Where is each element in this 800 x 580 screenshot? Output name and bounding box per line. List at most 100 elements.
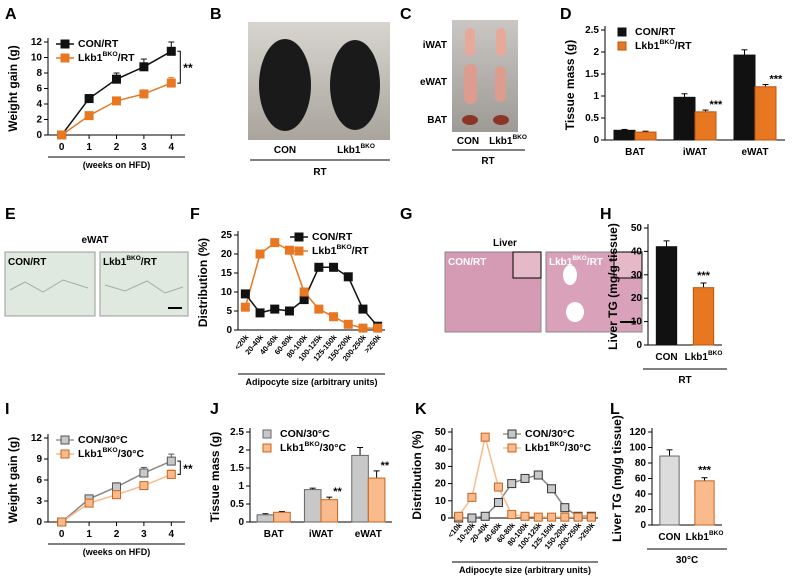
significance: *** (698, 465, 712, 477)
y-tick-label: 20 (435, 478, 447, 489)
panel-letter: C (400, 6, 412, 23)
panel-letter: D (560, 6, 572, 23)
marker (560, 503, 570, 513)
y-tick-label: 2 (593, 47, 599, 58)
marker (299, 295, 309, 305)
legend-marker (262, 429, 272, 439)
panel-letter: I (5, 401, 9, 418)
marker (314, 304, 324, 314)
marker (139, 89, 149, 99)
panel-letter: J (210, 401, 219, 418)
legend-marker (294, 232, 304, 242)
significance: *** (697, 270, 711, 282)
marker (166, 456, 176, 466)
y-axis-label: Liver TG (mg/g tissue) (610, 415, 624, 542)
y-axis-label: Distribution (%) (410, 430, 424, 519)
panel-letter: B (210, 6, 222, 23)
photo-label: Lkb1BKO/RT (549, 255, 603, 267)
legend-label: Lkb1BKO/RT (312, 244, 369, 256)
y-tick-label: 0 (36, 130, 42, 141)
mouse (330, 40, 380, 130)
legend-marker (60, 435, 70, 445)
bar (655, 246, 678, 346)
photo-label: BAT (427, 115, 447, 126)
panel-letter: E (5, 206, 16, 223)
marker (373, 323, 383, 333)
photo-label: Lkb1BKO/RT (103, 255, 157, 267)
y-tick-label: 4 (36, 99, 42, 110)
y-tick-label: 2.5 (230, 427, 244, 438)
marker (112, 482, 121, 492)
y-tick-label: 20 (631, 293, 643, 304)
significance: ** (333, 486, 342, 498)
marker (240, 289, 250, 299)
marker (112, 96, 121, 106)
vessel (563, 265, 577, 285)
marker (112, 74, 121, 84)
legend-marker (294, 246, 304, 256)
line (61, 82, 172, 136)
marker (358, 323, 368, 333)
marker (586, 512, 596, 522)
significance: *** (770, 73, 784, 85)
x-tick-label: Lkb1BKO (686, 530, 724, 542)
photo-label: Lkb1BKO (489, 134, 527, 146)
marker (240, 302, 250, 312)
inset (613, 251, 643, 279)
marker (507, 510, 517, 520)
significance: ** (381, 460, 390, 472)
y-tick-label: 0 (226, 325, 232, 336)
legend-marker (60, 449, 70, 459)
marker (329, 312, 339, 322)
y-tick-label: 1.5 (585, 69, 599, 80)
group-label: 30°C (676, 555, 698, 566)
marker (560, 512, 570, 522)
x-tick-label: 1 (86, 529, 92, 540)
marker (493, 498, 503, 508)
legend-label: CON/RT (78, 38, 119, 50)
line (244, 241, 378, 329)
y-tick-label: 5 (226, 306, 232, 317)
photo (452, 20, 518, 132)
marker (493, 482, 503, 492)
y-tick-label: 20 (635, 504, 647, 515)
marker (112, 490, 121, 500)
bar (694, 480, 715, 526)
marker (480, 432, 490, 442)
panel-letter: A (5, 6, 17, 23)
panel-letter: K (415, 401, 427, 418)
line (61, 50, 172, 136)
significance-bracket (177, 460, 181, 475)
marker (84, 498, 94, 508)
legend-marker (60, 39, 70, 49)
marker (255, 249, 265, 259)
marker (343, 319, 353, 329)
bar (303, 489, 322, 523)
y-tick-label: 3 (36, 496, 42, 507)
panel-letter: F (190, 206, 200, 223)
marker (166, 469, 176, 479)
y-tick-label: 80 (635, 458, 647, 469)
legend-marker (507, 429, 517, 439)
y-tick-label: 50 (435, 427, 447, 438)
photo-label: CON/RT (8, 257, 46, 268)
x-tick-label: 4 (169, 529, 175, 540)
inset (512, 251, 542, 279)
bar (659, 455, 680, 526)
marker (299, 287, 309, 297)
y-tick-label: 0 (440, 513, 446, 524)
tissue (495, 66, 506, 102)
bar (733, 54, 756, 141)
photo-label: iWAT (423, 40, 447, 51)
marker (480, 511, 490, 521)
legend-label: Lkb1BKO/30°C (78, 447, 144, 459)
panel-b: B CON Lkb1BKO RT (210, 6, 390, 178)
y-tick-label: 1.5 (230, 463, 244, 474)
significance-bracket (177, 50, 181, 84)
x-tick-label: BAT (625, 147, 645, 158)
photo-label: Liver (493, 238, 517, 249)
tissue (465, 28, 475, 56)
x-axis-label: (weeks on HFD) (83, 160, 151, 170)
x-axis-label: Adipocyte size (arbitrary units) (459, 565, 591, 575)
photo-label: RT (313, 167, 326, 178)
